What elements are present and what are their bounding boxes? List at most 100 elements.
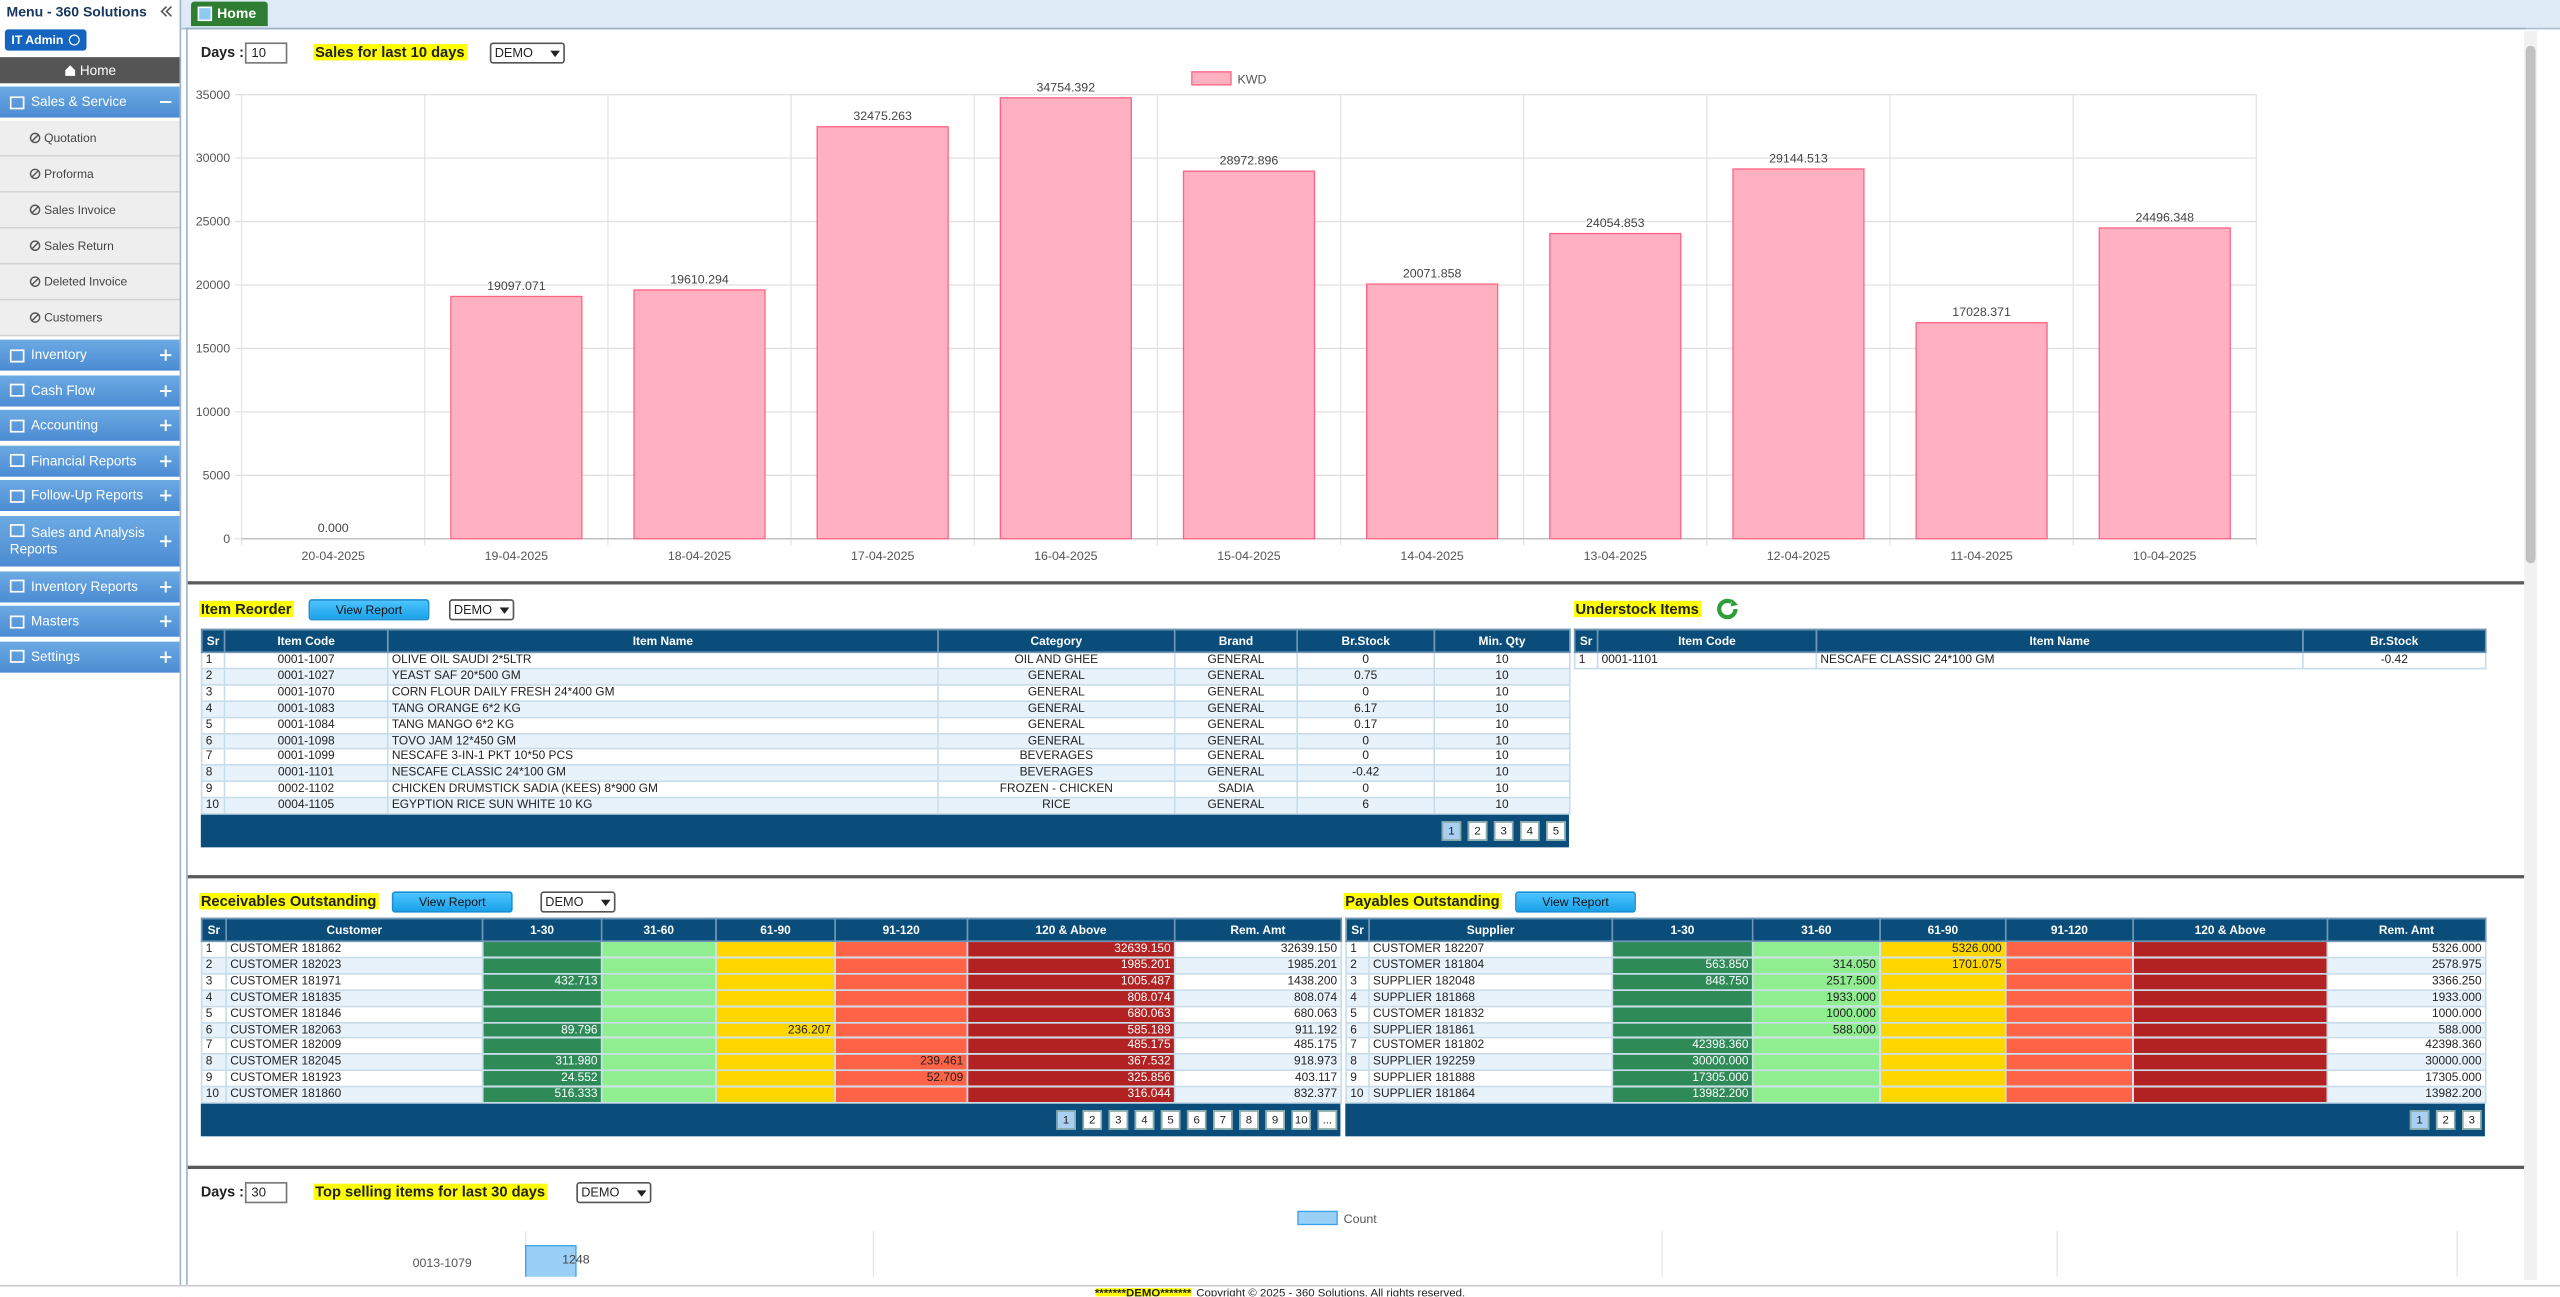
- table-cell: [1611, 988, 1754, 1007]
- icon-shape: [9, 95, 25, 109]
- icon-circle: [29, 312, 41, 323]
- submenu-icon: [29, 240, 41, 252]
- table-cell: TOVO JAM 12*450 GM: [386, 732, 939, 751]
- table-cell: GENERAL: [937, 716, 1176, 734]
- submenu-item[interactable]: Proforma: [0, 156, 180, 193]
- page-button[interactable]: 6: [1186, 1110, 1207, 1130]
- scrollbar[interactable]: [2524, 31, 2538, 1281]
- refresh-icon[interactable]: [1716, 598, 1739, 621]
- home-link[interactable]: Home: [0, 57, 180, 84]
- table-cell: [2132, 1037, 2329, 1056]
- submenu-item[interactable]: Deleted Invoice: [0, 264, 180, 301]
- page-button[interactable]: ...: [1317, 1110, 1338, 1130]
- table-cell: GENERAL: [1173, 796, 1298, 815]
- table-cell: CUSTOMER 182063: [225, 1021, 484, 1040]
- page-button[interactable]: 2: [1082, 1110, 1103, 1130]
- page-button[interactable]: 3: [2462, 1110, 2482, 1130]
- value-label: 29144.513: [1769, 151, 1828, 165]
- table-cell: 0: [1296, 780, 1436, 799]
- view-report-button[interactable]: View Report: [1515, 891, 1636, 913]
- table-cell: [715, 988, 836, 1007]
- expand-sign: [160, 419, 172, 432]
- menu-item[interactable]: Accounting: [0, 410, 180, 442]
- table-cell: 0002-1102: [223, 780, 389, 799]
- table-cell: 5: [1345, 1005, 1370, 1023]
- table-cell: 1: [1345, 940, 1370, 959]
- page-button[interactable]: 4: [1134, 1110, 1155, 1130]
- y-tick-label: 0: [223, 532, 230, 546]
- table-cell: SUPPLIER 182048: [1368, 972, 1614, 991]
- select[interactable]: DEMO: [448, 599, 515, 621]
- table-cell: GENERAL: [1173, 764, 1298, 783]
- scroll-thumb[interactable]: [2525, 45, 2536, 564]
- page-button[interactable]: 5: [1160, 1110, 1181, 1130]
- table-cell: 1933.000: [1751, 988, 1881, 1007]
- page-button[interactable]: 1: [1441, 821, 1462, 841]
- collapse-icon: [160, 5, 173, 17]
- collapse-sign: [160, 101, 172, 104]
- page-button[interactable]: 1: [2409, 1110, 2430, 1130]
- icon-shape: [9, 419, 25, 433]
- expand-sign: [160, 651, 172, 663]
- table-cell: GENERAL: [1173, 699, 1298, 718]
- menu-item[interactable]: Financial Reports: [0, 445, 180, 477]
- page-button[interactable]: 8: [1239, 1110, 1259, 1130]
- table-row: 1 0001-1007 OLIVE OIL SAUDI 2*5LTR OIL AND …: [200, 651, 1571, 670]
- table-cell: SADIA: [1173, 780, 1298, 799]
- table-cell: 52.709: [834, 1069, 969, 1088]
- expand-sign: [160, 535, 172, 547]
- submenu-icon: [29, 312, 41, 323]
- page-button[interactable]: 3: [1493, 821, 1514, 841]
- menu-item[interactable]: Cash Flow: [0, 374, 180, 406]
- select[interactable]: DEMO: [489, 42, 565, 64]
- table-cell: 17305.000: [2326, 1069, 2487, 1088]
- table-cell: 485.175: [1173, 1037, 1343, 1056]
- table-cell: [600, 940, 717, 959]
- select[interactable]: DEMO: [576, 1182, 652, 1204]
- table-cell: 4: [200, 699, 226, 718]
- user-button[interactable]: IT Admin: [4, 29, 87, 51]
- page-button[interactable]: 5: [1546, 821, 1566, 841]
- menu-item[interactable]: Sales & Service: [0, 86, 180, 118]
- table-cell: 1: [1573, 651, 1599, 670]
- y-tick-label: 5000: [203, 468, 231, 482]
- value-label: 1248: [562, 1253, 590, 1267]
- days-input[interactable]: 30: [244, 1182, 288, 1204]
- icon-circle: [29, 204, 41, 216]
- menu-item[interactable]: Inventory Reports: [0, 570, 180, 602]
- view-report-button[interactable]: View Report: [391, 891, 513, 913]
- page-button[interactable]: 7: [1213, 1110, 1233, 1130]
- page-button[interactable]: 4: [1520, 821, 1540, 841]
- page-button[interactable]: 10: [1291, 1110, 1312, 1130]
- table-cell: [2004, 1053, 2134, 1072]
- menu-item[interactable]: Follow-Up Reports: [0, 480, 180, 512]
- page-button[interactable]: 9: [1265, 1110, 1285, 1130]
- page-button[interactable]: 2: [2435, 1110, 2456, 1130]
- days-input[interactable]: 10: [244, 42, 288, 64]
- table-cell: [1611, 1021, 1754, 1040]
- table-cell: 89.796: [481, 1021, 603, 1040]
- submenu-item[interactable]: Quotation: [0, 120, 180, 157]
- menu-item[interactable]: Sales and Analysis Reports: [0, 515, 180, 567]
- table-cell: 1985.201: [1173, 956, 1343, 975]
- table-cell: [715, 1069, 836, 1088]
- table-cell: 311.980: [481, 1053, 603, 1072]
- view-report-button[interactable]: View Report: [308, 599, 430, 621]
- menu-item[interactable]: Masters: [0, 605, 180, 637]
- page-button[interactable]: 1: [1056, 1110, 1076, 1130]
- sidebar-title: Menu - 360 Solutions: [6, 3, 147, 20]
- select[interactable]: DEMO: [540, 891, 616, 913]
- page-button[interactable]: 3: [1108, 1110, 1129, 1130]
- table-cell: SUPPLIER 192259: [1368, 1053, 1614, 1072]
- submenu-item[interactable]: Sales Return: [0, 228, 180, 265]
- page-button[interactable]: 2: [1467, 821, 1488, 841]
- menu-item[interactable]: Inventory: [0, 339, 180, 371]
- submenu-item[interactable]: Customers: [0, 300, 180, 337]
- table-cell: GENERAL: [1173, 683, 1298, 702]
- menu-item[interactable]: Settings: [0, 641, 180, 673]
- table-row: 9 CUSTOMER 181923 24.552 52.709 325.856 403.1…: [200, 1069, 1343, 1088]
- submenu-item[interactable]: Sales Invoice: [0, 192, 180, 229]
- home-tab[interactable]: Home: [191, 1, 268, 27]
- table-cell: 680.063: [1173, 1005, 1343, 1023]
